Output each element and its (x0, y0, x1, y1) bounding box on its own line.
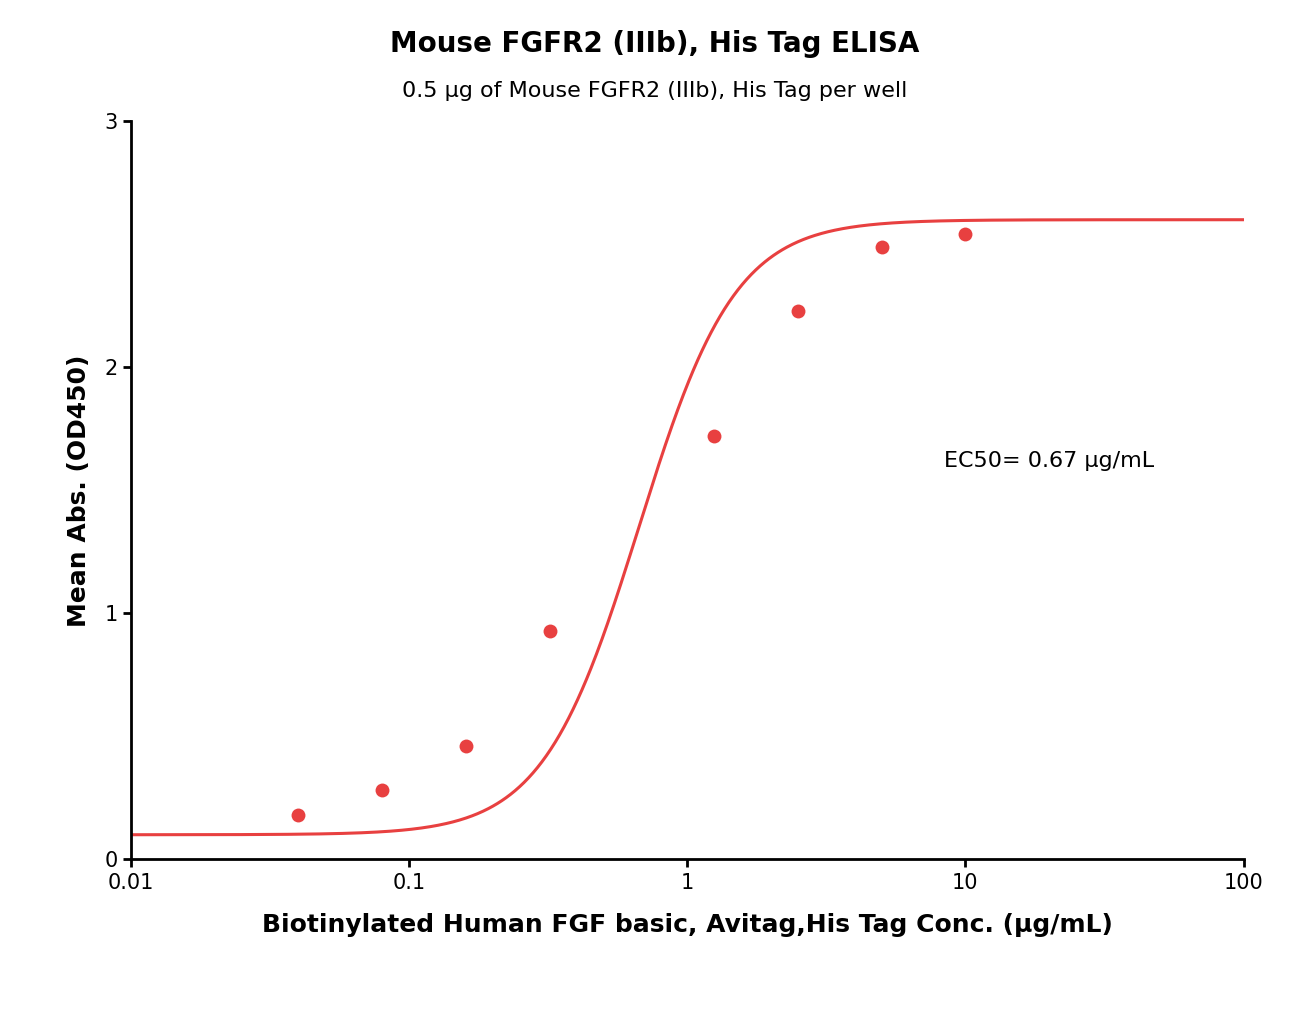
Text: EC50= 0.67 μg/mL: EC50= 0.67 μg/mL (944, 451, 1155, 471)
Y-axis label: Mean Abs. (OD450): Mean Abs. (OD450) (67, 354, 90, 627)
Point (456, 738, 476, 754)
Text: Mouse FGFR2 (IIIb), His Tag ELISA: Mouse FGFR2 (IIIb), His Tag ELISA (390, 30, 919, 59)
X-axis label: Biotinylated Human FGF basic, Avitag,His Tag Conc. (μg/mL): Biotinylated Human FGF basic, Avitag,His… (262, 913, 1113, 937)
Point (872, 239, 893, 255)
Point (372, 783, 393, 799)
Point (288, 807, 309, 823)
Point (539, 623, 560, 639)
Point (788, 302, 809, 318)
Text: 0.5 μg of Mouse FGFR2 (IIIb), His Tag per well: 0.5 μg of Mouse FGFR2 (IIIb), His Tag pe… (402, 81, 907, 101)
Point (704, 428, 725, 444)
Point (954, 226, 975, 243)
